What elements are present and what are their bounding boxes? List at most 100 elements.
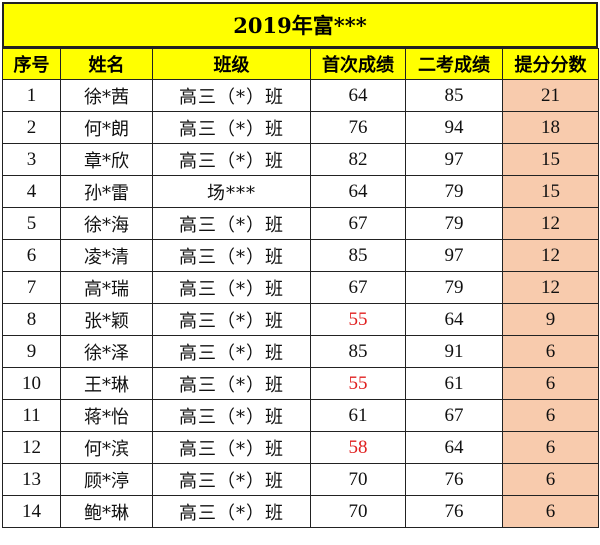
cell-first-score[interactable]: 70 [310, 495, 406, 528]
cell-class[interactable]: 高三（*）班 [152, 111, 311, 144]
cell-gain[interactable]: 15 [502, 175, 599, 208]
cell-class[interactable]: 场*** [152, 175, 311, 208]
table-row: 8 张*颖 高三（*）班 55 64 9 [2, 303, 599, 336]
cell-gain[interactable]: 9 [502, 303, 599, 336]
cell-gain[interactable]: 6 [502, 335, 599, 368]
cell-second-score[interactable]: 76 [405, 495, 503, 528]
cell-class[interactable]: 高三（*）班 [152, 143, 311, 176]
cell-second-score[interactable]: 97 [405, 239, 503, 272]
cell-gain[interactable]: 6 [502, 431, 599, 464]
cell-second-score[interactable]: 64 [405, 431, 503, 464]
cell-index[interactable]: 2 [2, 111, 61, 144]
cell-index[interactable]: 14 [2, 495, 61, 528]
cell-gain[interactable]: 15 [502, 143, 599, 176]
cell-name[interactable]: 高*瑞 [60, 271, 153, 304]
cell-name[interactable]: 顾*渟 [60, 463, 153, 496]
cell-name[interactable]: 徐*泽 [60, 335, 153, 368]
table-row: 7 高*瑞 高三（*）班 67 79 12 [2, 271, 599, 304]
cell-first-score[interactable]: 70 [310, 463, 406, 496]
cell-gain[interactable]: 21 [502, 79, 599, 112]
cell-class[interactable]: 高三（*）班 [152, 335, 311, 368]
cell-first-score[interactable]: 67 [310, 271, 406, 304]
cell-class[interactable]: 高三（*）班 [152, 495, 311, 528]
cell-gain[interactable]: 12 [502, 271, 599, 304]
cell-name[interactable]: 徐*茜 [60, 79, 153, 112]
header-cell-class[interactable]: 班级 [152, 48, 311, 80]
cell-gain[interactable]: 12 [502, 207, 599, 240]
cell-gain[interactable]: 6 [502, 399, 599, 432]
cell-first-score[interactable]: 64 [310, 175, 406, 208]
cell-index[interactable]: 12 [2, 431, 61, 464]
cell-name[interactable]: 何*朗 [60, 111, 153, 144]
cell-second-score[interactable]: 64 [405, 303, 503, 336]
cell-name[interactable]: 王*琳 [60, 367, 153, 400]
cell-second-score[interactable]: 79 [405, 271, 503, 304]
cell-index[interactable]: 4 [2, 175, 61, 208]
cell-second-score[interactable]: 97 [405, 143, 503, 176]
header-cell-index[interactable]: 序号 [2, 48, 61, 80]
cell-class[interactable]: 高三（*）班 [152, 271, 311, 304]
cell-index[interactable]: 1 [2, 79, 61, 112]
cell-name[interactable]: 何*滨 [60, 431, 153, 464]
sheet-title[interactable]: 2019年富*** [2, 2, 598, 48]
cell-class[interactable]: 高三（*）班 [152, 239, 311, 272]
cell-second-score[interactable]: 76 [405, 463, 503, 496]
cell-name[interactable]: 孙*雷 [60, 175, 153, 208]
header-cell-first-score[interactable]: 首次成绩 [310, 48, 406, 80]
cell-class[interactable]: 高三（*）班 [152, 79, 311, 112]
cell-name[interactable]: 章*欣 [60, 143, 153, 176]
cell-index[interactable]: 9 [2, 335, 61, 368]
cell-first-score[interactable]: 61 [310, 399, 406, 432]
cell-gain[interactable]: 6 [502, 463, 599, 496]
cell-second-score[interactable]: 79 [405, 207, 503, 240]
header-row: 序号 姓名 班级 首次成绩 二考成绩 提分分数 [2, 48, 599, 80]
table-row: 12 何*滨 高三（*）班 58 64 6 [2, 431, 599, 464]
cell-second-score[interactable]: 91 [405, 335, 503, 368]
cell-index[interactable]: 11 [2, 399, 61, 432]
cell-first-score[interactable]: 55 [310, 303, 406, 336]
cell-second-score[interactable]: 67 [405, 399, 503, 432]
cell-index[interactable]: 8 [2, 303, 61, 336]
cell-name[interactable]: 徐*海 [60, 207, 153, 240]
cell-index[interactable]: 5 [2, 207, 61, 240]
header-cell-gain[interactable]: 提分分数 [502, 48, 599, 80]
cell-class[interactable]: 高三（*）班 [152, 207, 311, 240]
cell-class[interactable]: 高三（*）班 [152, 431, 311, 464]
cell-name[interactable]: 凌*清 [60, 239, 153, 272]
cell-index[interactable]: 10 [2, 367, 61, 400]
cell-class[interactable]: 高三（*）班 [152, 367, 311, 400]
cell-index[interactable]: 6 [2, 239, 61, 272]
cell-gain[interactable]: 6 [502, 495, 599, 528]
cell-first-score[interactable]: 76 [310, 111, 406, 144]
cell-name[interactable]: 鲍*琳 [60, 495, 153, 528]
cell-first-score[interactable]: 85 [310, 239, 406, 272]
cell-class[interactable]: 高三（*）班 [152, 399, 311, 432]
cell-class[interactable]: 高三（*）班 [152, 463, 311, 496]
cell-first-score[interactable]: 55 [310, 367, 406, 400]
cell-second-score[interactable]: 94 [405, 111, 503, 144]
cell-first-score[interactable]: 67 [310, 207, 406, 240]
header-cell-name[interactable]: 姓名 [60, 48, 153, 80]
table-row: 1 徐*茜 高三（*）班 64 85 21 [2, 79, 599, 112]
header-cell-second-score[interactable]: 二考成绩 [405, 48, 503, 80]
cell-name[interactable]: 张*颖 [60, 303, 153, 336]
cell-first-score[interactable]: 82 [310, 143, 406, 176]
cell-class[interactable]: 高三（*）班 [152, 303, 311, 336]
table-row: 9 徐*泽 高三（*）班 85 91 6 [2, 335, 599, 368]
cell-index[interactable]: 13 [2, 463, 61, 496]
cell-second-score[interactable]: 85 [405, 79, 503, 112]
cell-gain[interactable]: 12 [502, 239, 599, 272]
cell-gain[interactable]: 18 [502, 111, 599, 144]
cell-name[interactable]: 蒋*怡 [60, 399, 153, 432]
cell-second-score[interactable]: 61 [405, 367, 503, 400]
cell-gain[interactable]: 6 [502, 367, 599, 400]
table-row: 14 鲍*琳 高三（*）班 70 76 6 [2, 495, 599, 528]
cell-second-score[interactable]: 79 [405, 175, 503, 208]
cell-index[interactable]: 7 [2, 271, 61, 304]
cell-first-score[interactable]: 64 [310, 79, 406, 112]
cell-first-score[interactable]: 58 [310, 431, 406, 464]
cell-index[interactable]: 3 [2, 143, 61, 176]
score-sheet: 2019年富*** 序号 姓名 班级 首次成绩 二考成绩 提分分数 1 徐*茜 高三… [2, 2, 599, 528]
score-table: 序号 姓名 班级 首次成绩 二考成绩 提分分数 1 徐*茜 高三（*）班 64 85 21… [2, 48, 599, 528]
cell-first-score[interactable]: 85 [310, 335, 406, 368]
